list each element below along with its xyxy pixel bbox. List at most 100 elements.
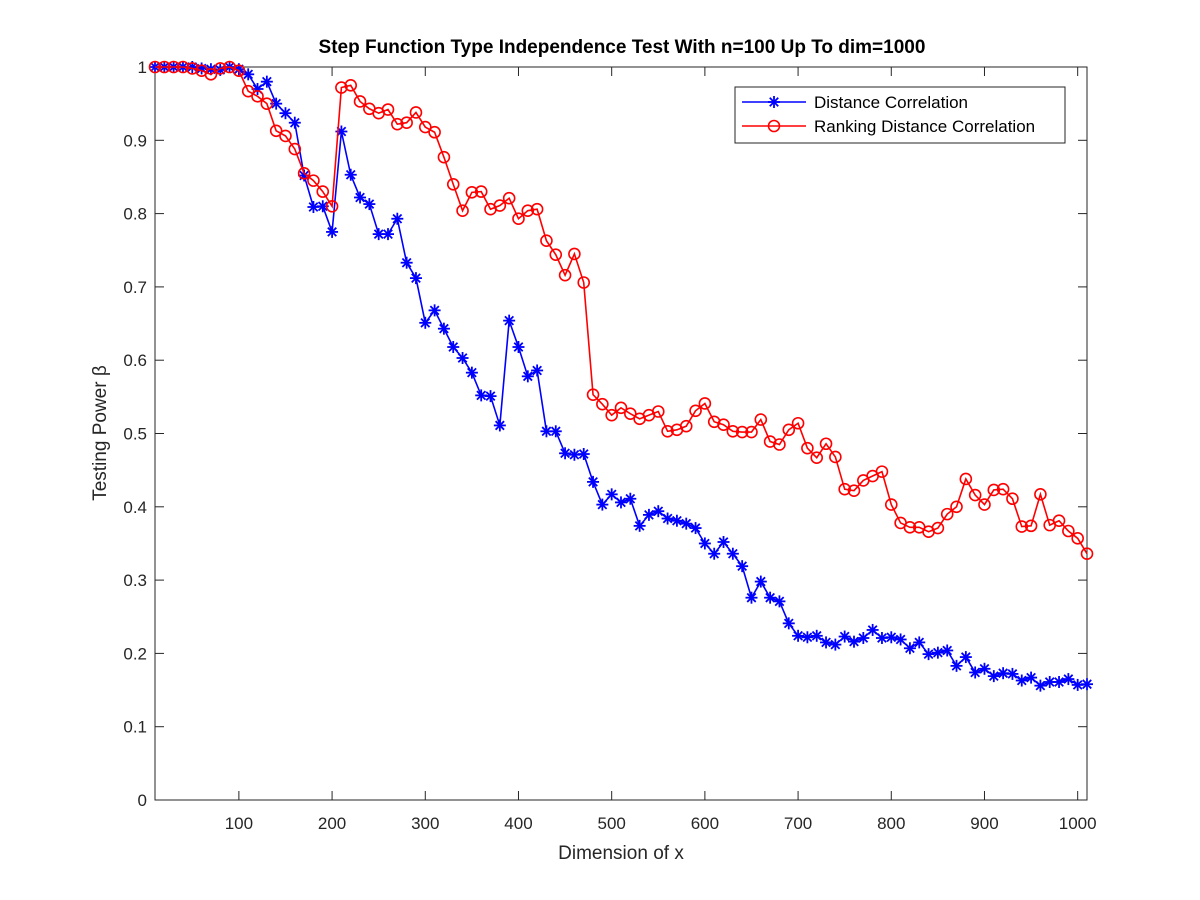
data-point-distance-correlation — [931, 646, 944, 659]
data-point-distance-correlation — [484, 390, 497, 403]
data-point-ranking-distance-correlation — [1006, 492, 1019, 506]
data-point-distance-correlation — [326, 225, 339, 238]
data-point-ranking-distance-correlation — [316, 185, 330, 198]
data-point-ranking-distance-correlation — [1071, 532, 1084, 545]
legend-entry-ranking-distance-correlation: Ranking Distance Correlation — [742, 117, 1035, 136]
y-tick-label: 0.7 — [123, 278, 147, 297]
data-point-distance-correlation — [437, 322, 450, 335]
data-point-ranking-distance-correlation — [1015, 520, 1029, 533]
data-point-ranking-distance-correlation — [335, 81, 348, 94]
data-point-ranking-distance-correlation — [810, 451, 824, 464]
data-point-distance-correlation — [792, 629, 805, 642]
data-point-ranking-distance-correlation — [418, 120, 432, 134]
data-point-ranking-distance-correlation — [959, 472, 973, 486]
data-point-ranking-distance-correlation — [344, 79, 358, 92]
data-point-ranking-distance-correlation — [446, 177, 460, 191]
data-point-ranking-distance-correlation — [269, 124, 283, 138]
y-tick-label: 0.8 — [123, 205, 147, 224]
x-tick-label: 100 — [225, 814, 253, 833]
data-point-ranking-distance-correlation — [940, 507, 954, 521]
data-point-ranking-distance-correlation — [232, 64, 246, 77]
data-point-ranking-distance-correlation — [847, 484, 861, 497]
data-point-ranking-distance-correlation — [651, 405, 665, 418]
x-tick-label: 500 — [597, 814, 625, 833]
data-point-ranking-distance-correlation — [791, 416, 805, 430]
x-tick-label: 900 — [970, 814, 998, 833]
data-point-ranking-distance-correlation — [978, 498, 991, 511]
data-point-distance-correlation — [903, 642, 916, 655]
data-point-ranking-distance-correlation — [596, 397, 609, 411]
data-point-distance-correlation — [670, 514, 683, 527]
data-point-ranking-distance-correlation — [745, 425, 758, 439]
data-point-ranking-distance-correlation — [428, 125, 441, 139]
data-point-ranking-distance-correlation — [540, 234, 553, 248]
data-point-distance-correlation — [661, 512, 674, 525]
data-point-distance-correlation — [1034, 679, 1047, 692]
data-point-ranking-distance-correlation — [325, 199, 339, 213]
data-point-ranking-distance-correlation — [829, 450, 842, 464]
data-point-distance-correlation — [698, 537, 711, 550]
data-point-distance-correlation — [848, 635, 860, 648]
data-point-ranking-distance-correlation — [679, 419, 693, 433]
data-point-ranking-distance-correlation — [185, 62, 199, 75]
data-point-ranking-distance-correlation — [605, 408, 618, 422]
data-point-ranking-distance-correlation — [502, 191, 516, 205]
legend-label-distance-correlation: Distance Correlation — [814, 93, 968, 112]
data-point-ranking-distance-correlation — [465, 186, 479, 199]
data-point-distance-correlation — [363, 198, 376, 211]
data-point-distance-correlation — [447, 341, 460, 354]
data-point-distance-correlation — [354, 191, 367, 204]
x-tick-label: 200 — [318, 814, 346, 833]
data-point-ranking-distance-correlation — [307, 174, 320, 187]
data-point-ranking-distance-correlation — [400, 116, 413, 130]
plot-area — [154, 66, 1088, 801]
data-point-distance-correlation — [605, 488, 618, 501]
y-tick-label: 1 — [138, 58, 147, 77]
data-point-distance-correlation — [764, 591, 777, 604]
data-point-distance-correlation — [288, 116, 301, 129]
data-point-ranking-distance-correlation — [521, 204, 535, 217]
legend: Distance Correlation Ranking Distance Co… — [734, 86, 1066, 144]
data-point-ranking-distance-correlation — [819, 437, 833, 451]
data-point-distance-correlation — [810, 629, 823, 642]
data-point-distance-correlation — [642, 508, 655, 521]
data-point-distance-correlation — [559, 447, 572, 460]
data-point-ranking-distance-correlation — [512, 212, 525, 226]
x-tick-label: 800 — [877, 814, 905, 833]
data-point-ranking-distance-correlation — [391, 117, 404, 131]
data-point-ranking-distance-correlation — [279, 129, 292, 143]
data-point-distance-correlation — [885, 631, 898, 644]
data-point-distance-correlation — [708, 547, 721, 560]
y-tick-label: 0.6 — [123, 351, 147, 370]
y-tick-label: 0.5 — [123, 425, 147, 444]
data-point-ranking-distance-correlation — [875, 465, 889, 478]
series-distance-correlation — [149, 61, 1093, 692]
legend-swatch-marker-ranking-distance-correlation — [767, 119, 781, 133]
data-point-ranking-distance-correlation — [260, 97, 274, 110]
data-point-ranking-distance-correlation — [493, 199, 507, 212]
series-ranking-distance-correlation — [148, 60, 1094, 561]
data-point-ranking-distance-correlation — [884, 498, 898, 511]
data-point-distance-correlation — [540, 425, 553, 438]
chart-title: Step Function Type Independence Test Wit… — [319, 37, 926, 58]
data-point-distance-correlation — [978, 662, 991, 675]
data-point-ranking-distance-correlation — [530, 202, 544, 216]
data-point-ranking-distance-correlation — [577, 276, 591, 289]
data-point-distance-correlation — [531, 364, 544, 377]
data-point-ranking-distance-correlation — [409, 106, 423, 119]
series-line-ranking-distance-correlation — [155, 66, 1088, 555]
legend-entry-distance-correlation: Distance Correlation — [742, 93, 968, 112]
data-point-ranking-distance-correlation — [1080, 547, 1094, 561]
data-point-distance-correlation — [503, 314, 516, 327]
data-point-ranking-distance-correlation — [987, 483, 1001, 497]
data-point-ranking-distance-correlation — [661, 425, 674, 438]
data-point-distance-correlation — [456, 352, 469, 365]
data-point-distance-correlation — [633, 519, 646, 532]
data-point-ranking-distance-correlation — [251, 90, 264, 103]
data-point-ranking-distance-correlation — [167, 60, 180, 74]
data-point-distance-correlation — [428, 304, 441, 317]
data-point-distance-correlation — [400, 256, 413, 269]
data-point-ranking-distance-correlation — [353, 95, 367, 108]
data-point-ranking-distance-correlation — [297, 166, 311, 180]
y-tick-label: 0 — [138, 791, 147, 810]
